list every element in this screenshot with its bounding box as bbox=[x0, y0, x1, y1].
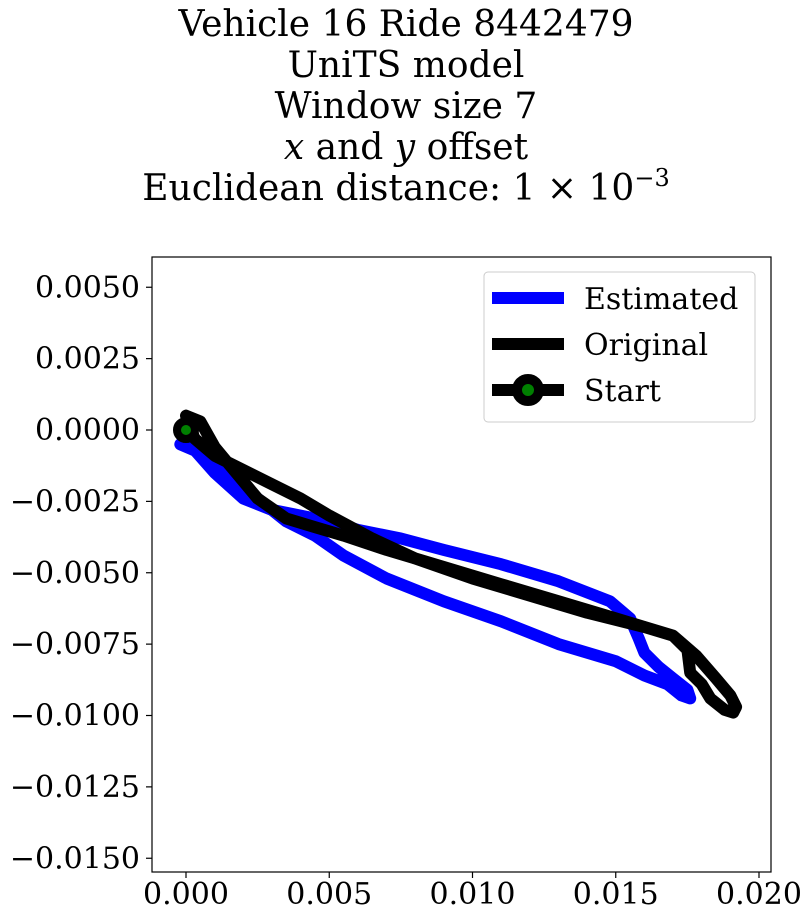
legend-label-estimated: Estimated bbox=[584, 282, 738, 317]
title-distance-text: Euclidean distance: 1 × 10 bbox=[142, 168, 635, 209]
legend-label-original: Original bbox=[584, 328, 708, 363]
legend-label-start: Start bbox=[584, 374, 661, 409]
start-marker bbox=[173, 417, 199, 443]
x-tick-label: 0.010 bbox=[430, 877, 516, 912]
series-line-estimated bbox=[174, 438, 697, 705]
title-y-symbol: y bbox=[394, 127, 416, 168]
legend-marker-start bbox=[512, 374, 544, 406]
title-and-text: and bbox=[304, 127, 395, 168]
y-tick-label: 0.0000 bbox=[35, 413, 140, 448]
y-tick-label: −0.0025 bbox=[10, 484, 140, 519]
title-line-1: Vehicle 16 Ride 8442479 bbox=[178, 4, 634, 45]
title-line-5: Euclidean distance: 1 × 10−3 bbox=[0, 166, 812, 209]
y-tick-label: −0.0075 bbox=[10, 627, 140, 662]
title-line-3: Window size 7 bbox=[274, 86, 538, 127]
title-x-symbol: x bbox=[283, 127, 305, 168]
y-tick-label: −0.0125 bbox=[10, 770, 140, 805]
series-line-original bbox=[180, 409, 743, 719]
y-tick-label: −0.0050 bbox=[10, 556, 140, 591]
chart-title: Vehicle 16 Ride 8442479 UniTS model Wind… bbox=[0, 4, 812, 209]
title-offset-text: offset bbox=[415, 127, 529, 168]
plot-frame bbox=[151, 256, 772, 873]
title-distance-exponent: −3 bbox=[634, 164, 670, 192]
y-tick-label: 0.0025 bbox=[35, 342, 140, 377]
y-tick-label: −0.0150 bbox=[10, 841, 140, 876]
title-line-2: UniTS model bbox=[287, 45, 525, 86]
title-line-4: x and y offset bbox=[0, 127, 812, 168]
x-tick-label: 0.015 bbox=[573, 877, 659, 912]
y-tick-label: 0.0050 bbox=[35, 270, 140, 305]
y-tick-label: −0.0100 bbox=[10, 699, 140, 734]
x-tick-label: 0.000 bbox=[143, 877, 229, 912]
x-tick-label: 0.005 bbox=[286, 877, 372, 912]
x-tick-label: 0.020 bbox=[716, 877, 802, 912]
